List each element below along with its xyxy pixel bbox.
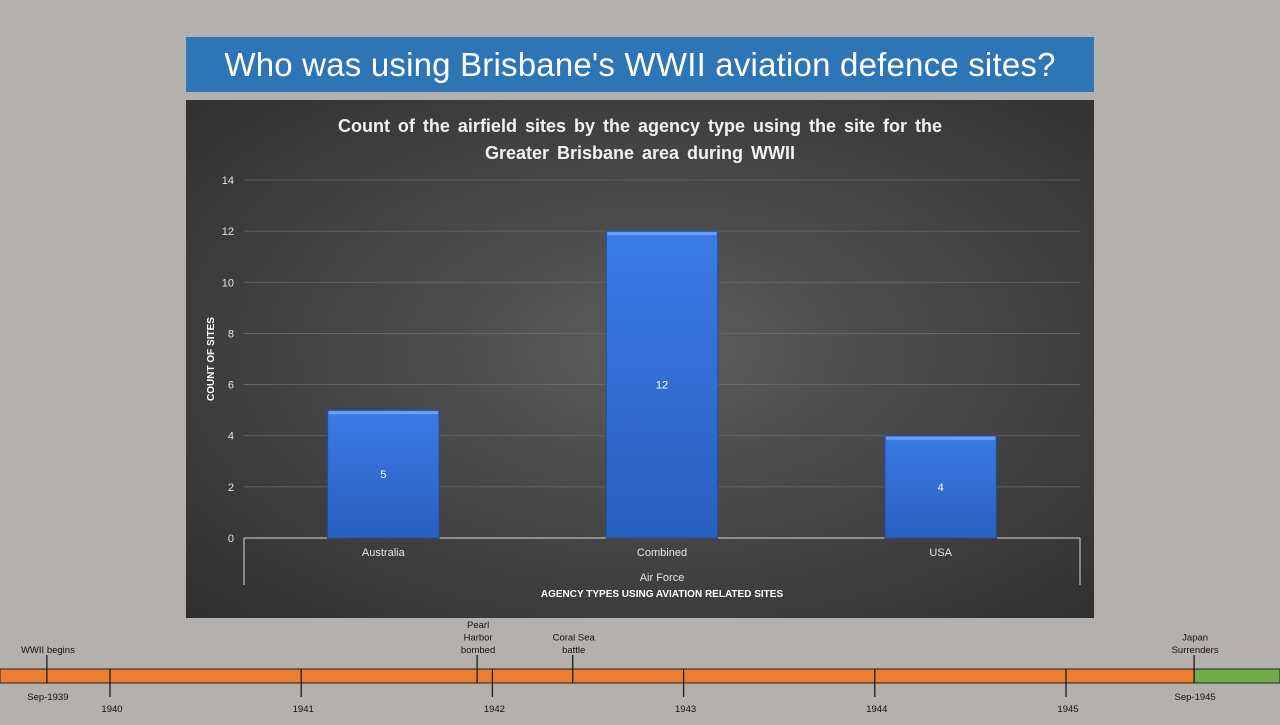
bar-combined bbox=[605, 230, 719, 539]
timeline: 1940 1941 1942 1943 1944 1945 WWII begins Sep-1… bbox=[0, 618, 1280, 720]
bar-chart: Count of the airfield sites by the agenc… bbox=[206, 116, 1081, 600]
slide-title: Who was using Brisbane's WWII aviation d… bbox=[186, 37, 1094, 92]
event-label: Japan bbox=[1182, 633, 1208, 644]
event-label: Harbor bbox=[464, 633, 493, 644]
chart-panel: Count of the airfield sites by the agenc… bbox=[186, 100, 1094, 618]
event-label: Surrenders bbox=[1172, 645, 1219, 656]
y-axis-label: COUNT OF SITES bbox=[206, 317, 217, 401]
y-tick-label: 14 bbox=[222, 175, 234, 187]
event-label: Coral Sea bbox=[553, 633, 596, 644]
year-label: 1941 bbox=[293, 704, 314, 715]
x-group-label: Air Force bbox=[640, 572, 685, 584]
year-label: 1940 bbox=[101, 704, 122, 715]
event-date-label: Sep-1945 bbox=[1175, 692, 1216, 703]
y-tick-label: 2 bbox=[228, 482, 234, 494]
bar-usa bbox=[884, 435, 997, 539]
event-label: Pearl bbox=[467, 620, 489, 631]
year-label: 1943 bbox=[675, 704, 696, 715]
y-tick-label: 10 bbox=[222, 277, 234, 289]
timeline-post-war-period bbox=[1193, 668, 1280, 684]
bar-data-label: 5 bbox=[380, 469, 386, 481]
bar-data-label: 12 bbox=[656, 380, 668, 392]
y-tick-label: 4 bbox=[228, 431, 234, 443]
chart-title-line: Greater Brisbane area during WWII bbox=[485, 143, 795, 163]
x-tick-label: USA bbox=[929, 547, 952, 559]
y-tick-label: 0 bbox=[228, 533, 234, 545]
x-tick-label: Combined bbox=[637, 547, 687, 559]
year-label: 1942 bbox=[484, 704, 505, 715]
year-label: 1944 bbox=[866, 704, 887, 715]
x-tick-label: Australia bbox=[362, 547, 406, 559]
bar-data-label: 4 bbox=[938, 482, 944, 494]
bar-top-highlight bbox=[607, 232, 717, 236]
year-label: 1945 bbox=[1057, 704, 1078, 715]
event-label: bombed bbox=[461, 645, 495, 656]
timeline-war-period bbox=[0, 668, 1195, 684]
bar-top-highlight bbox=[885, 436, 996, 440]
bar-australia bbox=[327, 409, 440, 539]
timeline-svg: 1940 1941 1942 1943 1944 1945 WWII begins Sep-1… bbox=[0, 620, 1280, 715]
event-label: battle bbox=[562, 645, 585, 656]
y-tick-label: 6 bbox=[228, 380, 234, 392]
chart-title-line: Count of the airfield sites by the agenc… bbox=[338, 116, 942, 136]
y-tick-label: 12 bbox=[222, 226, 234, 238]
x-axis-label: AGENCY TYPES USING AVIATION RELATED SITE… bbox=[541, 589, 784, 600]
event-label: WWII begins bbox=[21, 645, 75, 656]
y-tick-label: 8 bbox=[228, 328, 234, 340]
event-date-label: Sep-1939 bbox=[27, 692, 68, 703]
bar-top-highlight bbox=[328, 411, 439, 415]
